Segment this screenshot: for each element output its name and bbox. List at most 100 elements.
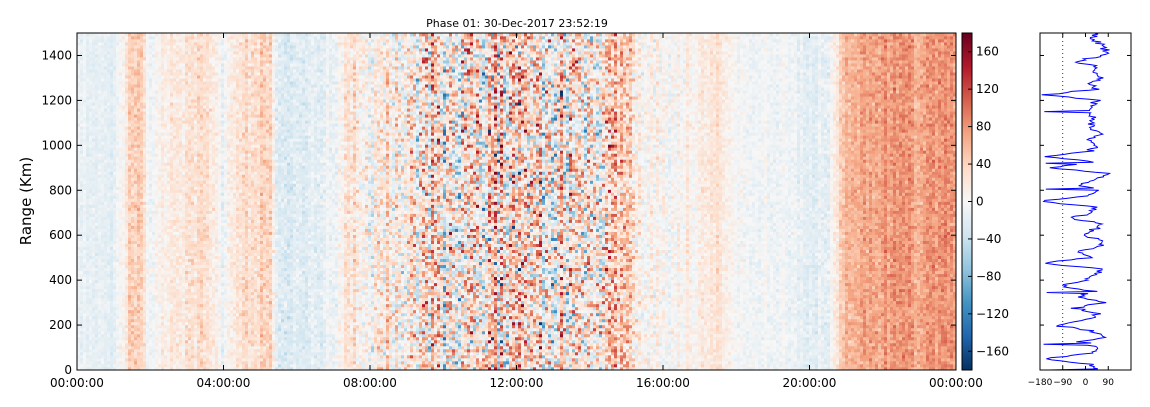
heatmap-cell [149,238,152,241]
heatmap-cell [122,39,125,42]
heatmap-cell [176,268,179,271]
heatmap-cell [170,229,173,232]
heatmap-cell [161,217,164,220]
heatmap-cell [104,220,107,223]
heatmap-cell [113,147,116,150]
heatmap-cell [125,102,128,105]
heatmap-cell [122,195,125,198]
heatmap-cell [167,150,170,153]
heatmap-cell [110,102,113,105]
heatmap-cell [143,334,146,337]
heatmap-cell [83,247,86,250]
heatmap-cell [155,319,158,322]
heatmap-cell [122,171,125,174]
heatmap-cell [146,72,149,75]
heatmap-cell [95,78,98,81]
heatmap-cell [116,355,119,358]
heatmap-cell [77,81,80,84]
heatmap-cell [164,189,167,192]
heatmap-cell [89,174,92,177]
heatmap-cell [140,226,143,229]
heatmap-cell [173,198,176,201]
heatmap-cell [155,96,158,99]
heatmap-cell [131,198,134,201]
heatmap-cell [107,138,110,141]
heatmap-cell [110,69,113,72]
heatmap-cell [158,87,161,90]
heatmap-cell [134,358,137,361]
heatmap-cell [122,150,125,153]
heatmap-cell [161,93,164,96]
heatmap-cell [125,268,128,271]
heatmap-cell [113,364,116,367]
heatmap-cell [110,99,113,102]
heatmap-cell [77,274,80,277]
heatmap-cell [86,280,89,283]
heatmap-cell [170,334,173,337]
heatmap-cell [146,226,149,229]
heatmap-cell [104,153,107,156]
heatmap-cell [86,189,89,192]
heatmap-cell [104,51,107,54]
heatmap-cell [185,271,188,274]
heatmap-cell [77,57,80,60]
heatmap-cell [164,352,167,355]
heatmap-cell [86,78,89,81]
heatmap-cell [167,69,170,72]
heatmap-cell [161,96,164,99]
heatmap-cell [116,87,119,90]
heatmap-cell [80,177,83,180]
heatmap-cell [119,183,122,186]
heatmap-cell [182,358,185,361]
heatmap-cell [122,72,125,75]
heatmap-cell [83,328,86,331]
heatmap-cell [164,93,167,96]
heatmap-cell [137,325,140,328]
heatmap-cell [185,90,188,93]
heatmap-cell [119,186,122,189]
heatmap-cell [161,147,164,150]
heatmap-cell [149,147,152,150]
heatmap-cell [104,147,107,150]
heatmap-cell [107,114,110,117]
heatmap-cell [128,277,131,280]
heatmap-cell [128,358,131,361]
heatmap-cell [173,102,176,105]
heatmap-cell [158,186,161,189]
heatmap-cell [89,93,92,96]
heatmap-cell [104,144,107,147]
heatmap-cell [161,81,164,84]
heatmap-cell [89,319,92,322]
heatmap-cell [179,220,182,223]
heatmap-cell [134,42,137,45]
heatmap-cell [176,364,179,367]
heatmap-cell [125,48,128,51]
heatmap-cell [98,328,101,331]
heatmap-cell [149,54,152,57]
heatmap-cell [134,39,137,42]
heatmap-cell [170,268,173,271]
heatmap-cell [170,280,173,283]
heatmap-cell [107,223,110,226]
heatmap-cell [173,343,176,346]
heatmap-cell [116,189,119,192]
heatmap-cell [176,211,179,214]
heatmap-cell [104,340,107,343]
heatmap-cell [86,168,89,171]
heatmap-cell [182,153,185,156]
heatmap-cell [155,268,158,271]
heatmap-cell [185,84,188,87]
heatmap-cell [173,147,176,150]
heatmap-cell [182,69,185,72]
heatmap-cell [107,135,110,138]
heatmap-cell [92,265,95,268]
heatmap-cell [119,331,122,334]
heatmap-cell [137,238,140,241]
heatmap-cell [134,259,137,262]
heatmap-cell [134,126,137,129]
heatmap-cell [134,174,137,177]
heatmap-cell [86,286,89,289]
heatmap-cell [77,75,80,78]
heatmap-cell [170,358,173,361]
heatmap-cell [185,174,188,177]
